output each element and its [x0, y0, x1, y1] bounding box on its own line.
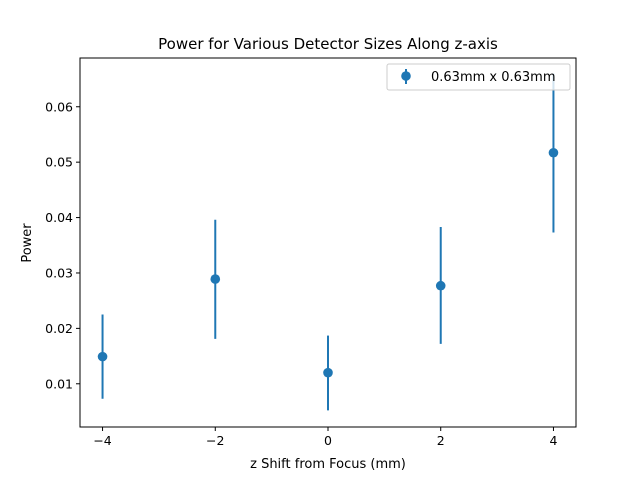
- x-tick-label: 2: [437, 433, 445, 448]
- data-point: [548, 147, 559, 158]
- y-axis-ticks: 0.01 0.02 0.03 0.04 0.05 0.06: [45, 99, 80, 391]
- data-point: [97, 351, 108, 362]
- y-tick-label: 0.04: [45, 210, 73, 225]
- y-tick-label: 0.05: [45, 155, 73, 170]
- y-tick-label: 0.02: [45, 321, 73, 336]
- legend-label: 0.63mm x 0.63mm: [431, 70, 556, 85]
- data-point: [435, 280, 446, 291]
- data-points: [97, 147, 559, 378]
- y-axis-label: Power: [20, 223, 35, 263]
- x-tick-label: 0: [324, 433, 332, 448]
- x-tick-label: −4: [93, 433, 111, 448]
- x-tick-label: 4: [549, 433, 557, 448]
- legend-frame: [386, 63, 571, 91]
- x-axis-label: z Shift from Focus (mm): [250, 457, 406, 472]
- y-tick-label: 0.03: [45, 265, 73, 280]
- x-axis-ticks: −4 −2 0 2 4: [93, 427, 557, 448]
- y-tick-label: 0.01: [45, 376, 73, 391]
- legend-marker-icon: [401, 71, 411, 81]
- y-tick-label: 0.06: [45, 99, 73, 114]
- data-point: [210, 274, 221, 284]
- data-point: [323, 367, 333, 378]
- legend: 0.63mm x 0.63mm: [386, 63, 571, 91]
- x-tick-label: −2: [206, 433, 224, 448]
- chart-title: Power for Various Detector Sizes Along z…: [158, 35, 498, 53]
